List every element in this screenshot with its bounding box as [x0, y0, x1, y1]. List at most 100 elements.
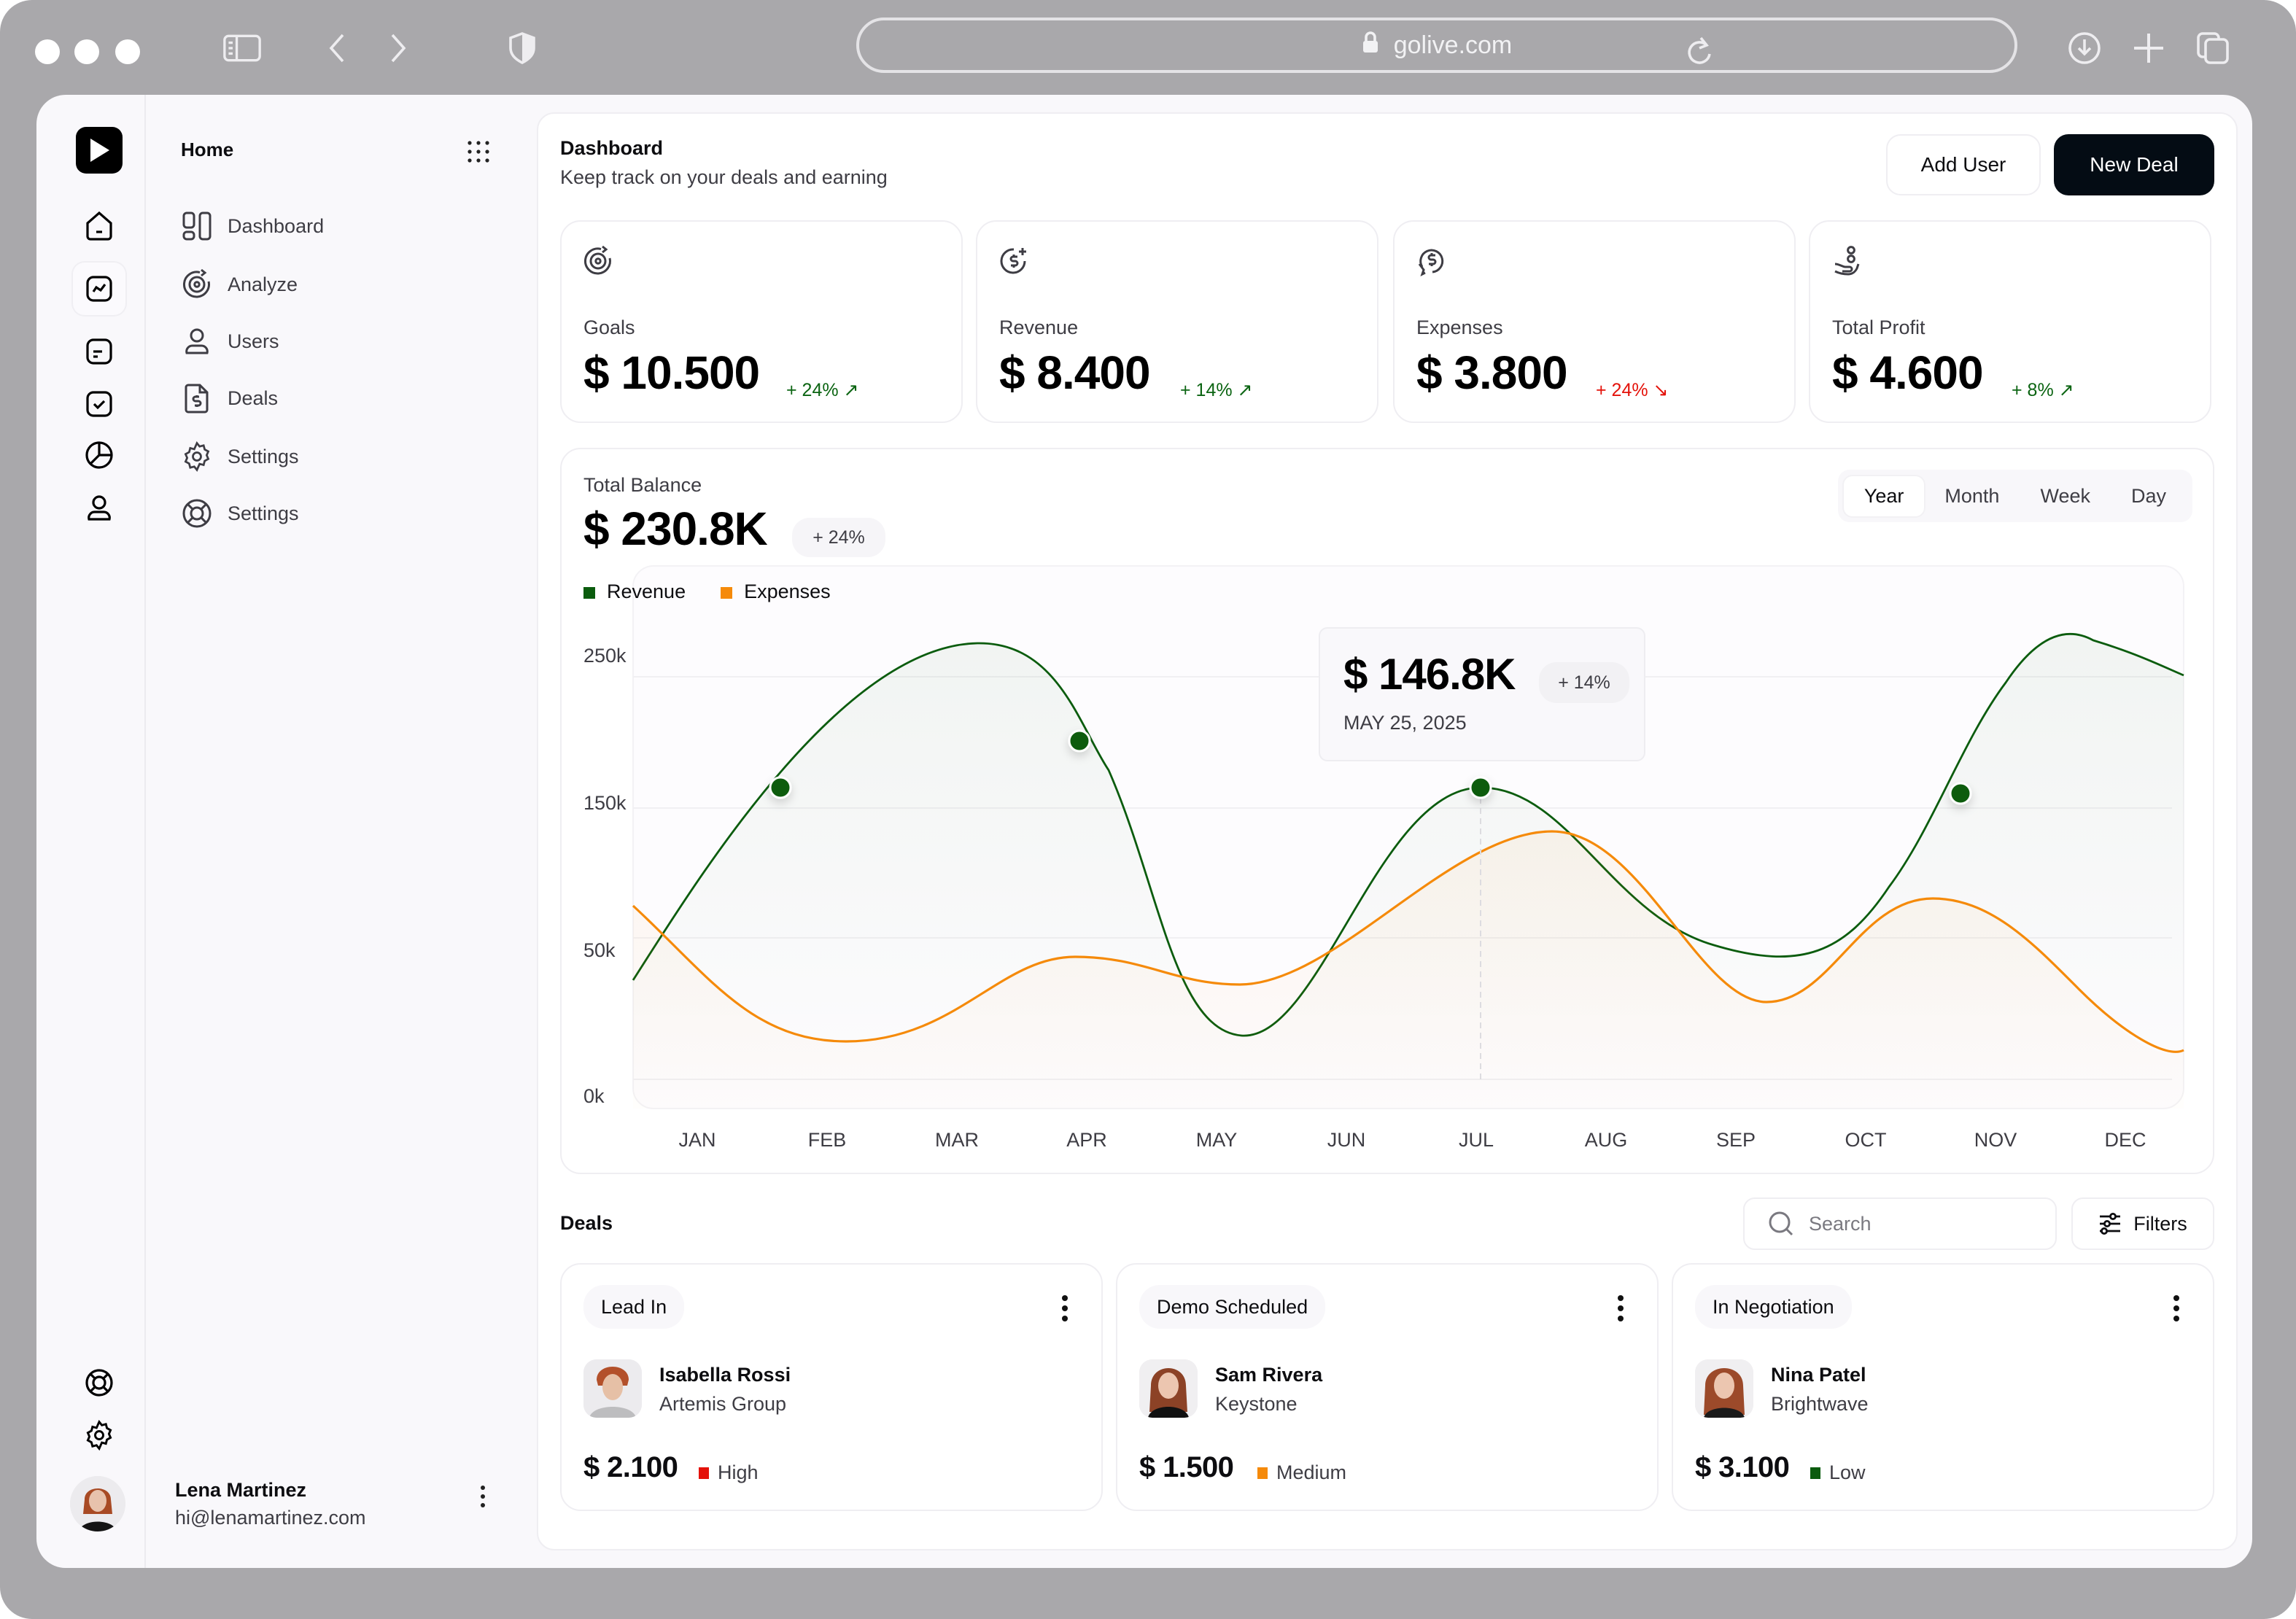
target-icon [182, 268, 210, 298]
icon-rail [36, 95, 146, 1568]
revenue-line [632, 633, 2184, 1037]
sidebar-item-settings[interactable]: Settings [181, 439, 299, 474]
period-month-tab[interactable]: Month [1944, 484, 2000, 507]
pie-chart-icon [85, 441, 113, 469]
x-tick: NOV [1974, 1129, 2017, 1151]
contact-avatar [1139, 1359, 1198, 1418]
app-window: Home Dashboard Analyze Users Deals [36, 95, 2252, 1568]
data-point[interactable] [1068, 729, 1091, 753]
rail-home-button[interactable] [73, 200, 125, 252]
balance-value: $ 230.8K [583, 502, 768, 555]
dollar-down-icon [1415, 245, 1447, 277]
tab-overview-icon[interactable] [2194, 29, 2232, 67]
sidebar-item-users[interactable]: Users [181, 324, 279, 359]
sidebar-title: Home [181, 139, 234, 160]
more-vertical-icon[interactable] [1613, 1292, 1628, 1324]
deal-priority: High [699, 1461, 759, 1484]
minimize-window-button[interactable] [74, 39, 99, 64]
close-window-button[interactable] [35, 39, 60, 64]
deal-card[interactable]: In Negotiation Nina Patel Brightwave $ 3… [1672, 1263, 2214, 1511]
deal-card[interactable]: Demo Scheduled Sam Rivera Keystone $ 1.5… [1116, 1263, 1659, 1511]
target-icon [582, 245, 614, 277]
app-logo[interactable] [76, 127, 123, 174]
deal-card[interactable]: Lead In Isabella Rossi Artemis Group $ 2… [560, 1263, 1103, 1511]
add-user-button[interactable]: Add User [1886, 134, 2041, 195]
deal-amount: $ 1.500 [1139, 1451, 1234, 1483]
rail-settings-button[interactable] [73, 1409, 125, 1461]
hand-coins-icon [1831, 245, 1863, 277]
period-year-tab[interactable]: Year [1843, 475, 1925, 516]
dollar-plus-icon [998, 245, 1030, 277]
filters-label: Filters [2133, 1212, 2187, 1235]
reload-icon[interactable] [1685, 35, 1714, 74]
data-point-selected[interactable] [1469, 776, 1492, 799]
contact-name: Nina Patel [1771, 1364, 1866, 1386]
balance-line-chart: 250k 150k 50k 0k JAN FEB MAR APR MAY JUN… [583, 565, 2184, 1151]
rail-messages-button[interactable] [73, 325, 125, 378]
deals-search[interactable] [1743, 1197, 2057, 1250]
play-icon [90, 139, 109, 162]
period-week-tab[interactable]: Week [2040, 484, 2090, 507]
sidebar-item-label: Settings [228, 445, 299, 467]
new-tab-icon[interactable] [2130, 29, 2168, 67]
x-tick: SEP [1716, 1129, 1756, 1151]
maximize-window-button[interactable] [115, 39, 140, 64]
contact-name: Sam Rivera [1215, 1364, 1323, 1386]
data-point[interactable] [769, 776, 792, 799]
rail-profile-button[interactable] [73, 481, 125, 534]
stat-value: $ 4.600 [1832, 346, 1984, 399]
user-profile[interactable]: Lena Martinez hi@lenamartinez.com [36, 1473, 503, 1546]
page-subtitle: Keep track on your deals and earning [560, 166, 888, 188]
forward-icon[interactable] [379, 29, 417, 67]
legend-expenses: Expenses [721, 581, 831, 603]
x-tick: APR [1066, 1129, 1107, 1151]
y-tick: 150k [583, 792, 627, 814]
user-icon [185, 328, 209, 354]
stat-value: $ 3.800 [1416, 346, 1568, 399]
back-icon[interactable] [318, 29, 356, 67]
x-tick: JUN [1327, 1129, 1366, 1151]
browser-toolbar: golive.com [0, 0, 2296, 93]
tooltip-delta-badge: + 14% [1539, 662, 1629, 703]
more-vertical-icon[interactable] [1058, 1292, 1072, 1324]
rail-reports-button[interactable] [73, 429, 125, 481]
apps-grid-icon[interactable] [464, 137, 493, 166]
lifebuoy-icon [182, 499, 212, 528]
shield-icon[interactable] [503, 29, 541, 67]
home-icon [86, 211, 112, 241]
more-vertical-icon[interactable] [471, 1482, 495, 1511]
checkbox-icon [86, 391, 112, 417]
more-vertical-icon[interactable] [2169, 1292, 2184, 1324]
search-input[interactable] [1806, 1211, 2045, 1237]
x-tick: JUL [1459, 1129, 1494, 1151]
deal-priority: Medium [1257, 1461, 1346, 1484]
user-email: hi@lenamartinez.com [175, 1507, 366, 1529]
stat-delta: + 8% ↗ [2012, 380, 2074, 400]
x-tick: AUG [1585, 1129, 1628, 1151]
address-bar[interactable]: golive.com [856, 18, 2017, 73]
dashboard-icon [182, 211, 212, 241]
contact-name: Isabella Rossi [659, 1364, 791, 1386]
deal-stage-badge: In Negotiation [1695, 1285, 1852, 1329]
sidebar-item-deals[interactable]: Deals [181, 381, 278, 416]
new-deal-button[interactable]: New Deal [2054, 134, 2214, 195]
tooltip-value: $ 146.8K [1343, 650, 1516, 699]
rail-tasks-button[interactable] [73, 378, 125, 430]
filters-button[interactable]: Filters [2071, 1197, 2214, 1250]
sidebar-item-dashboard[interactable]: Dashboard [181, 209, 324, 244]
deal-stage-badge: Demo Scheduled [1139, 1285, 1326, 1329]
stat-card-goals: Goals $ 10.500 + 24% ↗ [560, 220, 963, 423]
y-tick: 250k [583, 645, 627, 667]
deal-stage-badge: Lead In [583, 1285, 685, 1329]
rail-analytics-button[interactable] [73, 263, 125, 315]
stat-label: Expenses [1416, 317, 1503, 338]
period-day-tab[interactable]: Day [2130, 484, 2166, 507]
sidebar-item-analyze[interactable]: Analyze [181, 267, 298, 302]
rail-support-button[interactable] [73, 1356, 125, 1409]
download-icon[interactable] [2066, 29, 2103, 67]
avatar [70, 1476, 125, 1531]
priority-indicator [699, 1467, 709, 1479]
sidebar-toggle-icon[interactable] [223, 29, 261, 67]
sidebar-item-support[interactable]: Settings [181, 496, 299, 531]
data-point[interactable] [1949, 782, 1972, 805]
